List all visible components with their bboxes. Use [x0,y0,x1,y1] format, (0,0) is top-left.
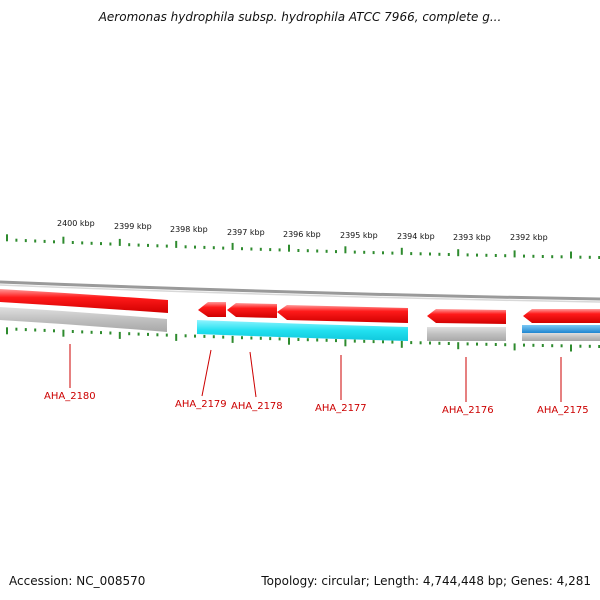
gene-label-aha-2178[interactable]: AHA_2178 [231,401,283,412]
gene-feature[interactable] [0,289,168,313]
feature-track-gray [0,307,167,332]
feature-track-cyan [197,320,408,341]
accession-text: Accession: NC_008570 [9,574,146,588]
gene-label-aha-2177[interactable]: AHA_2177 [315,403,367,414]
scale-label: 2394 kbp [397,232,435,241]
scale-label: 2396 kbp [283,230,321,239]
scale-label: 2393 kbp [453,233,491,242]
gene-feature[interactable] [277,305,408,323]
scale-label: 2398 kbp [170,225,208,234]
scale-label: 2395 kbp [340,231,378,240]
feature-track-blue [522,325,600,333]
gene-feature[interactable] [198,302,226,317]
scale-label: 2397 kbp [227,228,265,237]
scale-label: 2392 kbp [510,233,548,242]
genome-backbone [0,280,600,301]
scale-ticks-bottom [6,327,600,352]
feature-track-gray [427,327,506,341]
scale-ticks-top [6,234,600,259]
gene-leader-lines [69,344,562,402]
genome-title: Aeromonas hydrophila subsp. hydrophila A… [98,10,502,24]
gene-label-aha-2175[interactable]: AHA_2175 [537,405,589,416]
scale-label: 2400 kbp [57,219,95,228]
gene-labels: AHA_2180 AHA_2179 AHA_2178 AHA_2177 AHA_… [44,391,589,416]
gene-label-aha-2180[interactable]: AHA_2180 [44,391,96,402]
gene-label-aha-2176[interactable]: AHA_2176 [442,405,494,416]
gene-feature[interactable] [227,303,277,318]
genome-backbone-shadow [0,284,600,303]
feature-track-gray [522,333,600,341]
gene-feature[interactable] [523,309,600,323]
gene-label-aha-2179[interactable]: AHA_2179 [175,399,227,410]
scale-labels: 2400 kbp 2399 kbp 2398 kbp 2397 kbp 2396… [57,219,548,242]
topology-text: Topology: circular; Length: 4,744,448 bp… [261,574,591,588]
gene-feature[interactable] [427,309,506,324]
scale-label: 2399 kbp [114,222,152,231]
